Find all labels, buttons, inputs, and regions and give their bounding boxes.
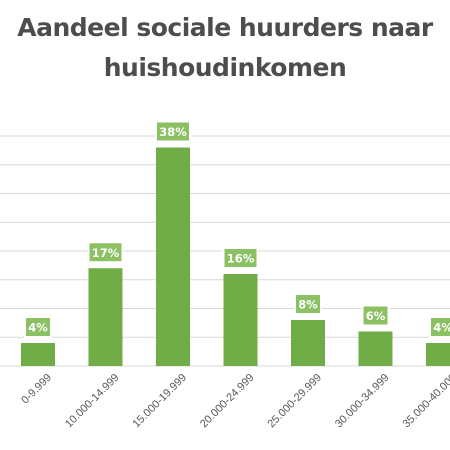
x-tick-label: 10.000-14.999: [63, 372, 122, 431]
chart-title: Aandeel sociale huurders naar huishoudin…: [0, 8, 450, 88]
data-label-box: [361, 304, 390, 327]
x-tick-label: 30.000-34.999: [333, 372, 392, 431]
data-label: 8%: [298, 298, 318, 312]
x-tick-label: 25.000-29.999: [265, 372, 324, 431]
bar: [223, 274, 258, 366]
data-label-box: [155, 120, 191, 143]
bar: [291, 320, 325, 366]
data-label: 6%: [366, 309, 386, 323]
x-tick-label: 35.000-40.000: [400, 372, 450, 431]
chart-title-line-2: huishoudinkomen: [103, 53, 347, 82]
data-label: 38%: [159, 125, 187, 139]
data-label-box: [429, 316, 450, 338]
bar: [88, 268, 123, 366]
bar: [426, 343, 450, 366]
x-tick-label: 20.000-24.999: [198, 372, 257, 431]
data-label: 16%: [227, 252, 255, 266]
data-label: 4%: [433, 321, 450, 335]
data-label: 4%: [28, 321, 48, 335]
data-label-box: [24, 316, 52, 338]
data-label: 17%: [92, 246, 120, 260]
x-tick-label: 0-9.999: [19, 372, 54, 407]
x-tick-label: 15.000-19.999: [130, 372, 189, 431]
data-label-box: [222, 247, 259, 269]
bar: [156, 147, 190, 366]
data-label-box: [87, 241, 124, 264]
bar: [358, 331, 393, 366]
data-label-box: [294, 293, 322, 315]
bar: [21, 343, 55, 366]
chart-title-line-1: Aandeel sociale huurders naar: [17, 13, 433, 42]
